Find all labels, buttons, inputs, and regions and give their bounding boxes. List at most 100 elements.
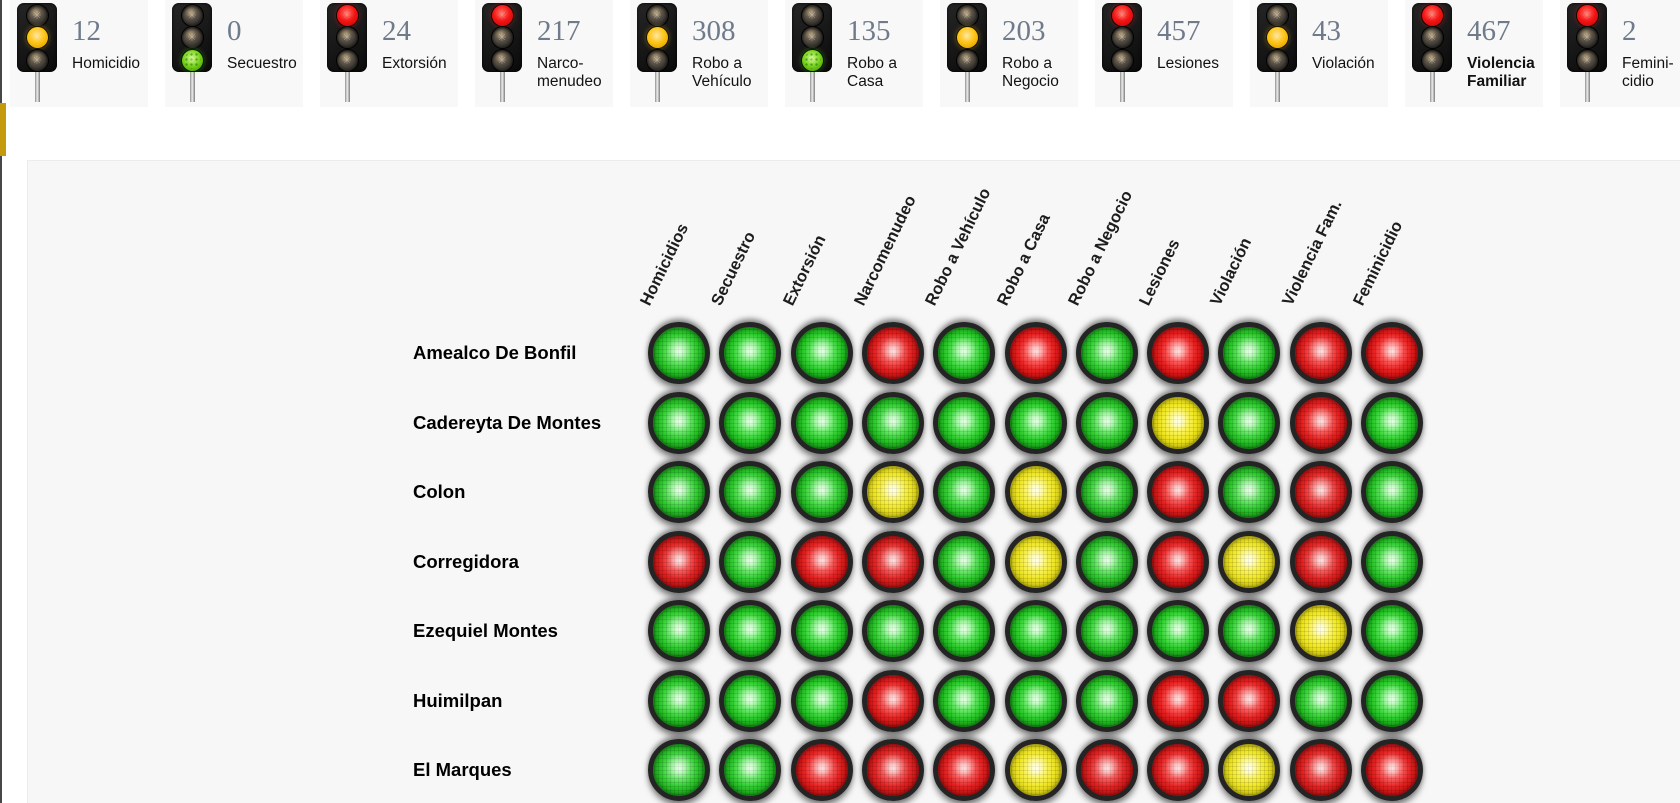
- matrix-light-yellow: [1218, 739, 1281, 801]
- traffic-light-pole: [189, 72, 195, 102]
- red-lamp-icon: [646, 4, 668, 26]
- matrix-light-yellow: [1147, 391, 1210, 454]
- column-header: Robo a Negocio: [1064, 187, 1136, 309]
- matrix-light-red: [1218, 669, 1281, 732]
- matrix-light-red: [1289, 322, 1352, 384]
- crime-summary-card[interactable]: 135 Robo a Casa: [785, 0, 923, 107]
- traffic-light-icon: [169, 3, 215, 107]
- matrix-light-green: [719, 391, 782, 454]
- traffic-light-icon: [944, 3, 990, 107]
- red-lamp-icon: [801, 4, 823, 26]
- traffic-light-body: [1257, 3, 1297, 72]
- matrix-light-red: [1147, 461, 1210, 523]
- matrix-light-red: [1289, 739, 1352, 801]
- yellow-lamp-icon: [1421, 27, 1443, 48]
- traffic-light-pole: [1274, 72, 1280, 102]
- traffic-light-icon: [634, 3, 680, 107]
- traffic-light-pole: [499, 72, 505, 102]
- matrix-light-green: [648, 391, 710, 454]
- traffic-light-body: [1102, 3, 1142, 72]
- card-info: 135 Robo a Casa: [847, 3, 923, 107]
- matrix-light-red: [790, 530, 853, 593]
- yellow-lamp-icon: [956, 27, 978, 48]
- card-info: 457 Lesiones: [1157, 3, 1219, 107]
- crime-summary-card[interactable]: 24 Extorsión: [320, 0, 458, 107]
- green-lamp-icon: [1111, 49, 1133, 71]
- crime-label: Homicidio: [72, 55, 141, 72]
- crime-summary-card[interactable]: 203 Robo a Negocio: [940, 0, 1078, 107]
- matrix-light-red: [1147, 669, 1210, 732]
- traffic-light-icon: [1254, 3, 1300, 107]
- crime-label: Secuestro: [227, 55, 297, 72]
- crime-summary-card[interactable]: 2 Femini-cidio: [1560, 0, 1680, 107]
- red-lamp-icon: [956, 4, 978, 26]
- crime-summary-card[interactable]: 217 Narco-menudeo: [475, 0, 613, 107]
- crime-count: 2: [1622, 15, 1637, 47]
- crime-summary-card[interactable]: 43 Violación: [1250, 0, 1388, 107]
- yellow-lamp-icon: [646, 27, 668, 48]
- red-lamp-icon: [491, 4, 513, 26]
- traffic-light-body: [172, 3, 212, 72]
- matrix-light-red: [1004, 322, 1067, 384]
- crime-summary-card[interactable]: 12 Homicidio: [10, 0, 148, 107]
- column-header: Extorsión: [779, 232, 830, 309]
- municipality-label: Huimilpan: [413, 689, 503, 711]
- crime-count: 43: [1312, 15, 1341, 47]
- green-lamp-icon: [336, 49, 358, 71]
- matrix-light-yellow: [1004, 739, 1067, 801]
- green-lamp-icon: [801, 49, 823, 71]
- crime-count: 24: [382, 15, 411, 47]
- column-header: Narcomenudeo: [850, 192, 920, 309]
- matrix-light-red: [861, 322, 924, 384]
- window-edge-strip: [0, 0, 2, 803]
- matrix-light-green: [933, 391, 996, 454]
- matrix-light-green: [1361, 530, 1423, 593]
- matrix-light-green: [719, 461, 782, 523]
- matrix-light-yellow: [1004, 461, 1067, 523]
- card-info: 203 Robo a Negocio: [1002, 3, 1078, 107]
- matrix-light-green: [790, 322, 853, 384]
- card-info: 467 Violencia Familiar: [1467, 3, 1543, 107]
- matrix-light-green: [933, 600, 996, 662]
- red-lamp-icon: [1576, 4, 1598, 26]
- crime-label: Robo a Vehículo: [692, 55, 752, 90]
- matrix-light-green: [861, 600, 924, 662]
- matrix-light-green: [1218, 461, 1281, 523]
- card-info: 308 Robo a Vehículo: [692, 3, 768, 107]
- crime-label: Robo a Negocio: [1002, 55, 1059, 90]
- crime-count: 308: [692, 15, 736, 47]
- green-lamp-icon: [1576, 49, 1598, 71]
- column-header: Homicidios: [636, 220, 693, 309]
- summary-cards-row: 12 Homicidio 0 Secuestro 24: [10, 0, 1680, 107]
- traffic-light-body: [17, 3, 57, 72]
- matrix-light-yellow: [861, 461, 924, 523]
- crime-summary-card[interactable]: 457 Lesiones: [1095, 0, 1233, 107]
- crime-count: 457: [1157, 15, 1201, 47]
- traffic-light-body: [482, 3, 522, 72]
- column-header: Secuestro: [708, 228, 760, 309]
- matrix-light-green: [1004, 391, 1067, 454]
- matrix-light-green: [648, 461, 710, 523]
- traffic-light-pole: [1119, 72, 1125, 102]
- matrix-light-green: [1004, 669, 1067, 732]
- green-lamp-icon: [646, 49, 668, 71]
- scrollbar-accent[interactable]: [0, 103, 6, 156]
- municipality-label: El Marques: [413, 759, 512, 780]
- crime-summary-card[interactable]: 467 Violencia Familiar: [1405, 0, 1543, 107]
- matrix-light-green: [933, 322, 996, 384]
- crime-count: 467: [1467, 15, 1511, 47]
- crime-count: 217: [537, 15, 581, 47]
- yellow-lamp-icon: [181, 27, 203, 48]
- matrix-light-red: [933, 739, 996, 801]
- traffic-light-body: [327, 3, 367, 72]
- matrix-light-yellow: [1289, 600, 1352, 662]
- crime-summary-card[interactable]: 308 Robo a Vehículo: [630, 0, 768, 107]
- card-info: 24 Extorsión: [382, 3, 447, 107]
- crime-summary-card[interactable]: 0 Secuestro: [165, 0, 303, 107]
- red-lamp-icon: [1266, 4, 1288, 26]
- matrix-light-red: [861, 669, 924, 732]
- crime-count: 12: [72, 15, 101, 47]
- crime-label: Extorsión: [382, 55, 447, 72]
- red-lamp-icon: [1111, 4, 1133, 26]
- matrix-light-green: [861, 391, 924, 454]
